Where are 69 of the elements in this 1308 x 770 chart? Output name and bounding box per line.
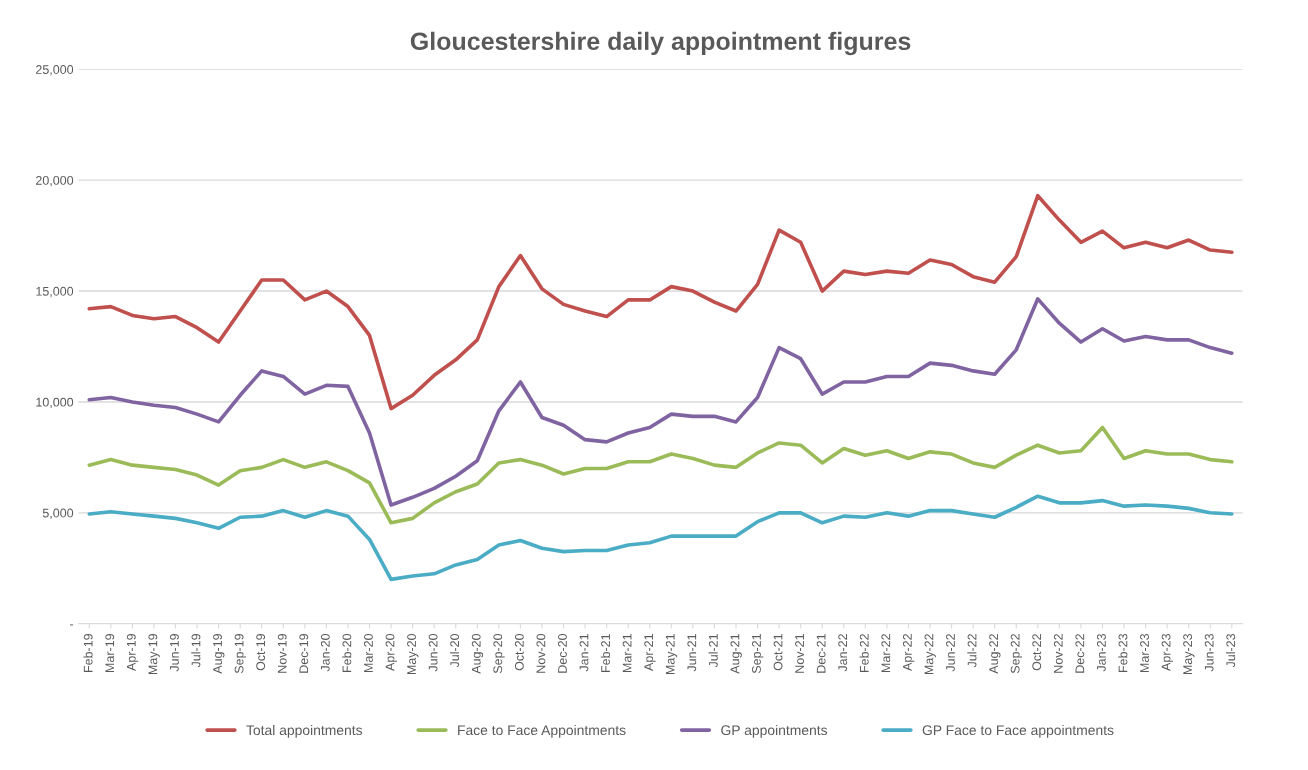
x-tick-label: May-19 (148, 634, 160, 675)
x-tick-label: Apr-20 (385, 633, 397, 671)
x-tick-label: Nov-20 (536, 633, 546, 673)
x-tick-label: Apr-23 (1161, 633, 1173, 671)
x-tick-label: Mar-22 (881, 634, 891, 672)
x-tick-label: Jul-19 (191, 634, 201, 668)
chart-title: Gloucestershire daily appointment figures (410, 31, 911, 56)
legend-label: GP appointments (721, 724, 828, 738)
x-tick-label: Sep-20 (493, 633, 505, 674)
x-tick-label: Jan-21 (579, 634, 589, 672)
x-tick-label: Sep-19 (234, 634, 246, 674)
y-tick-label: 25,000 (36, 65, 74, 76)
x-tick-label: Jul-23 (1225, 633, 1236, 668)
line-series (87, 193, 1234, 411)
line-series (87, 297, 1234, 507)
x-tick-label: Jun-20 (428, 633, 438, 672)
x-tick-label: Oct-22 (1032, 634, 1042, 671)
x-tick-label: Jul-22 (967, 634, 977, 668)
x-tick-label: Aug-19 (213, 634, 225, 674)
y-tick-label: 20,000 (36, 175, 74, 187)
x-tick-label: Jun-22 (946, 634, 955, 672)
x-tick-label: Jan-20 (320, 633, 330, 672)
x-tick-label: Mar-21 (622, 634, 632, 672)
x-tick-label: Apr-19 (126, 634, 139, 671)
x-tick-label: Jan-23 (1096, 633, 1106, 672)
x-tick-label: Dec-22 (1075, 634, 1085, 673)
x-tick-label: Nov-21 (795, 634, 805, 673)
x-tick-label: Oct-20 (514, 633, 524, 671)
legend-label: GP Face to Face appointments (922, 724, 1114, 738)
x-tick-label: Sep-22 (1010, 634, 1023, 674)
x-tick-label: Nov-19 (277, 634, 287, 673)
x-tick-label: Dec-19 (299, 634, 309, 673)
x-tick-label: May-22 (924, 634, 936, 675)
x-tick-label: Aug-21 (730, 634, 742, 674)
y-tick-label: - (70, 624, 74, 626)
x-tick-label: Apr-22 (902, 634, 915, 671)
x-tick-label: Apr-21 (644, 634, 656, 671)
y-tick-label: 10,000 (36, 397, 74, 409)
x-tick-label: Mar-23 (1140, 633, 1149, 672)
y-tick-label: 15,000 (36, 286, 74, 298)
y-tick-label: 5,000 (42, 508, 74, 519)
x-tick-label: Sep-21 (752, 634, 764, 674)
x-tick-label: Nov-22 (1053, 634, 1063, 673)
x-tick-label: Aug-22 (989, 634, 1001, 674)
x-tick-label: Jun-19 (169, 634, 179, 672)
legend-label: Face to Face Appointments (458, 724, 626, 738)
x-tick-label: May-21 (665, 634, 678, 675)
x-tick-label: Feb-21 (600, 634, 610, 672)
x-tick-label: Jun-21 (687, 634, 697, 672)
x-tick-label: Jul-21 (708, 634, 718, 668)
x-tick-label: Oct-21 (773, 634, 783, 671)
x-tick-label: Feb-20 (342, 633, 352, 672)
x-tick-label: Feb-22 (859, 634, 869, 672)
x-tick-label: Aug-20 (471, 633, 484, 674)
line-series (87, 425, 1234, 525)
x-tick-label: Feb-23 (1118, 633, 1128, 672)
x-tick-label: Dec-21 (816, 634, 826, 673)
x-tick-label: Jun-23 (1204, 633, 1214, 672)
x-tick-label: Mar-19 (105, 634, 115, 672)
x-tick-label: Oct-19 (256, 634, 266, 671)
x-tick-label: May-20 (407, 633, 419, 675)
x-tick-label: Jul-20 (449, 633, 460, 668)
x-tick-label: Mar-20 (364, 633, 373, 672)
x-tick-label: May-23 (1183, 633, 1195, 675)
legend-label: Total appointments (246, 724, 363, 738)
x-tick-label: Feb-19 (83, 634, 93, 672)
x-tick-label: Jan-22 (838, 634, 848, 672)
x-tick-label: Dec-20 (558, 633, 567, 673)
line-series (87, 494, 1234, 582)
